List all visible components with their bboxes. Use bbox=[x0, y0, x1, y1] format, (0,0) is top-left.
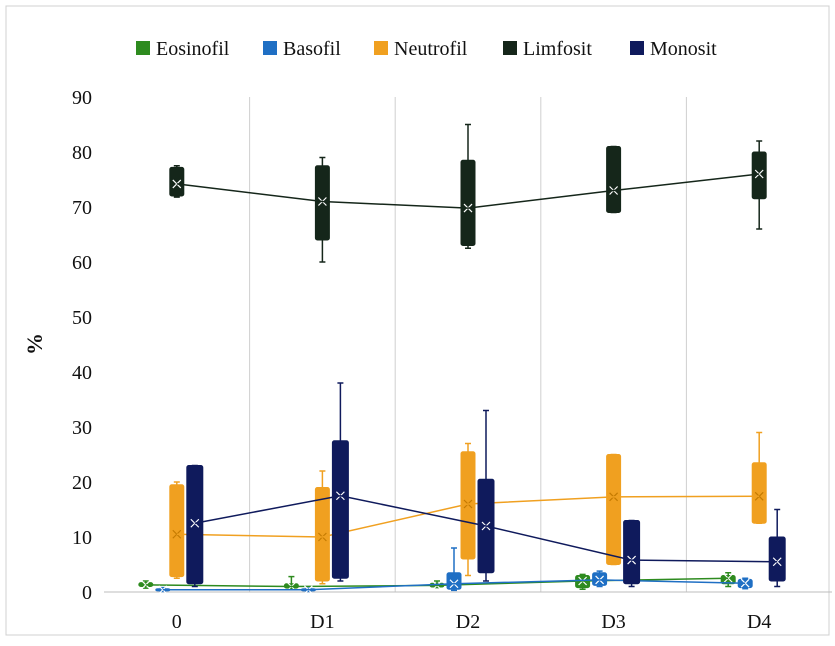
legend-label: Monosit bbox=[650, 38, 717, 60]
y-tick-label: 40 bbox=[72, 362, 92, 384]
grid-lines bbox=[249, 97, 687, 592]
series-neutrofil bbox=[169, 431, 767, 585]
y-tick-label: 50 bbox=[72, 307, 92, 329]
series-monosit bbox=[186, 382, 786, 588]
legend-label: Limfosit bbox=[523, 38, 592, 60]
box bbox=[314, 487, 330, 582]
mean-line bbox=[194, 494, 778, 563]
x-tick-label: D2 bbox=[456, 611, 480, 633]
y-tick-label: 90 bbox=[72, 87, 92, 109]
box bbox=[186, 465, 204, 585]
legend-item-eosinofil: Eosinofil bbox=[136, 38, 230, 60]
y-tick-label: 20 bbox=[72, 472, 92, 494]
box bbox=[460, 159, 476, 246]
y-tick-label: 0 bbox=[82, 582, 92, 604]
legend-swatch bbox=[630, 41, 644, 55]
box bbox=[446, 572, 462, 590]
y-tick-label: 80 bbox=[72, 142, 92, 164]
legend-item-monosit: Monosit bbox=[630, 38, 717, 60]
legend-swatch bbox=[136, 41, 150, 55]
legend-swatch bbox=[263, 41, 277, 55]
series-basofil bbox=[155, 547, 753, 595]
series-layer bbox=[138, 123, 786, 595]
legend-item-basofil: Basofil bbox=[263, 38, 341, 60]
legend-item-neutrofil: Neutrofil bbox=[374, 38, 468, 60]
series-limfosit bbox=[169, 123, 767, 263]
box bbox=[331, 440, 349, 579]
box bbox=[751, 151, 767, 200]
y-tick-label: 30 bbox=[72, 417, 92, 439]
y-tick-label: 10 bbox=[72, 527, 92, 549]
y-tick-label: 70 bbox=[72, 197, 92, 219]
legend-label: Basofil bbox=[283, 38, 341, 60]
x-tick-label: D3 bbox=[601, 611, 625, 633]
legend-swatch bbox=[374, 41, 388, 55]
x-tick-label: D4 bbox=[747, 611, 771, 633]
axes: 0 10 20 30 40 50 60 70 80 90 0 D1 D2 D3 D4 bbox=[72, 87, 832, 633]
box bbox=[751, 462, 767, 524]
x-tick-label: D1 bbox=[310, 611, 334, 633]
legend-swatch bbox=[503, 41, 517, 55]
box bbox=[169, 484, 185, 578]
box bbox=[606, 454, 622, 565]
box bbox=[314, 165, 330, 241]
y-axis-label: % bbox=[22, 333, 47, 355]
y-tick-label: 60 bbox=[72, 252, 92, 274]
box bbox=[169, 166, 185, 197]
box bbox=[606, 146, 622, 213]
box bbox=[768, 536, 786, 582]
chart-frame bbox=[5, 5, 830, 636]
x-tick-label: 0 bbox=[172, 611, 182, 633]
legend-label: Eosinofil bbox=[156, 38, 230, 60]
legend-label: Neutrofil bbox=[394, 38, 468, 60]
legend: Eosinofil Basofil Neutrofil Limfosit Monosit bbox=[136, 38, 717, 60]
mean-line bbox=[162, 579, 746, 591]
box bbox=[623, 520, 641, 585]
mean-line bbox=[176, 173, 760, 209]
legend-item-limfosit: Limfosit bbox=[503, 38, 592, 60]
mean-line bbox=[176, 495, 760, 538]
